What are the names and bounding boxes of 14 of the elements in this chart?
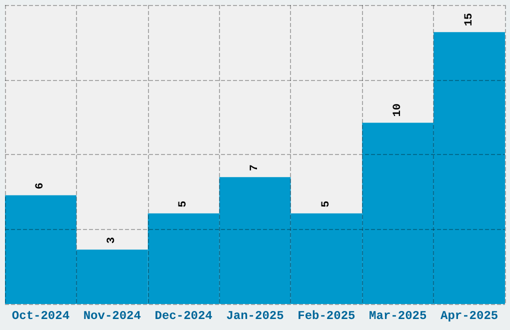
data-label: 6 — [34, 182, 47, 190]
x-tick-label: Dec-2024 — [154, 309, 212, 323]
x-tick-label: Feb-2025 — [298, 309, 356, 323]
x-tick-label: Mar-2025 — [369, 309, 427, 323]
data-label: 15 — [463, 12, 476, 26]
x-tick-label: Oct-2024 — [12, 309, 70, 323]
x-tick-label: Apr-2025 — [440, 309, 498, 323]
data-label: 10 — [392, 104, 404, 117]
data-label: 5 — [178, 200, 190, 208]
x-tick-label: Nov-2024 — [83, 309, 141, 323]
data-label: 3 — [106, 236, 118, 244]
data-label: 5 — [320, 200, 332, 208]
data-label: 7 — [249, 164, 261, 172]
x-tick-label: Jan-2025 — [226, 309, 284, 323]
